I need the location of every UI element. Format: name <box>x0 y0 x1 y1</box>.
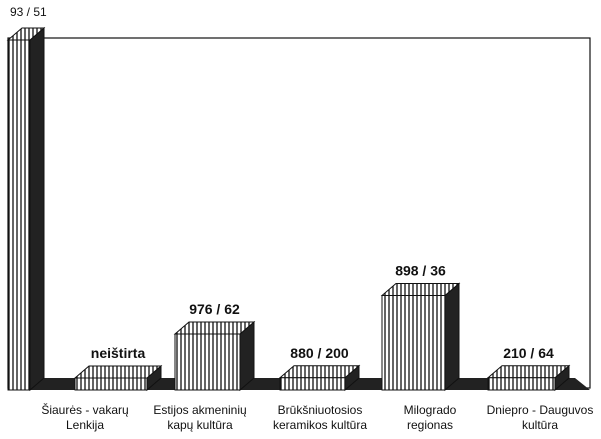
bar-top <box>486 365 571 379</box>
x-tick-label: Brūkšniuotosios keramikos kultūra <box>273 403 367 432</box>
bar-label: 93 / 51 <box>10 5 47 19</box>
bar-top <box>73 365 163 379</box>
bar-top <box>278 365 361 379</box>
bar-label: 898 / 36 <box>395 263 446 279</box>
bar-front <box>7 39 31 391</box>
bar-front <box>279 377 346 391</box>
x-tick-label: Milogrado regionas <box>404 403 457 432</box>
plot-frame <box>7 37 591 389</box>
bar <box>380 282 461 392</box>
x-tick-label: Šiaurės - vakarų Lenkija <box>41 402 129 432</box>
bar <box>486 364 571 392</box>
x-tick-label: Dniepro - Dauguvos kultūra <box>487 403 594 432</box>
bar-side <box>444 282 460 392</box>
x-tick-label: Estijos akmeninių kapų kultūra <box>153 403 247 432</box>
bar-label: 976 / 62 <box>189 301 240 317</box>
bar-top <box>173 321 256 335</box>
bar <box>6 26 46 392</box>
bar-top <box>380 283 461 296</box>
bar-label: 880 / 200 <box>290 345 349 361</box>
bar-front <box>74 377 148 391</box>
bar-label: 210 / 64 <box>503 345 554 361</box>
bar <box>278 364 361 392</box>
bar-side <box>29 26 45 392</box>
bar-front <box>487 377 556 391</box>
bar <box>173 320 256 392</box>
bar-label: neištirta <box>91 345 146 361</box>
bar <box>73 364 163 392</box>
bar-front <box>381 295 446 391</box>
bar-front <box>174 333 241 391</box>
